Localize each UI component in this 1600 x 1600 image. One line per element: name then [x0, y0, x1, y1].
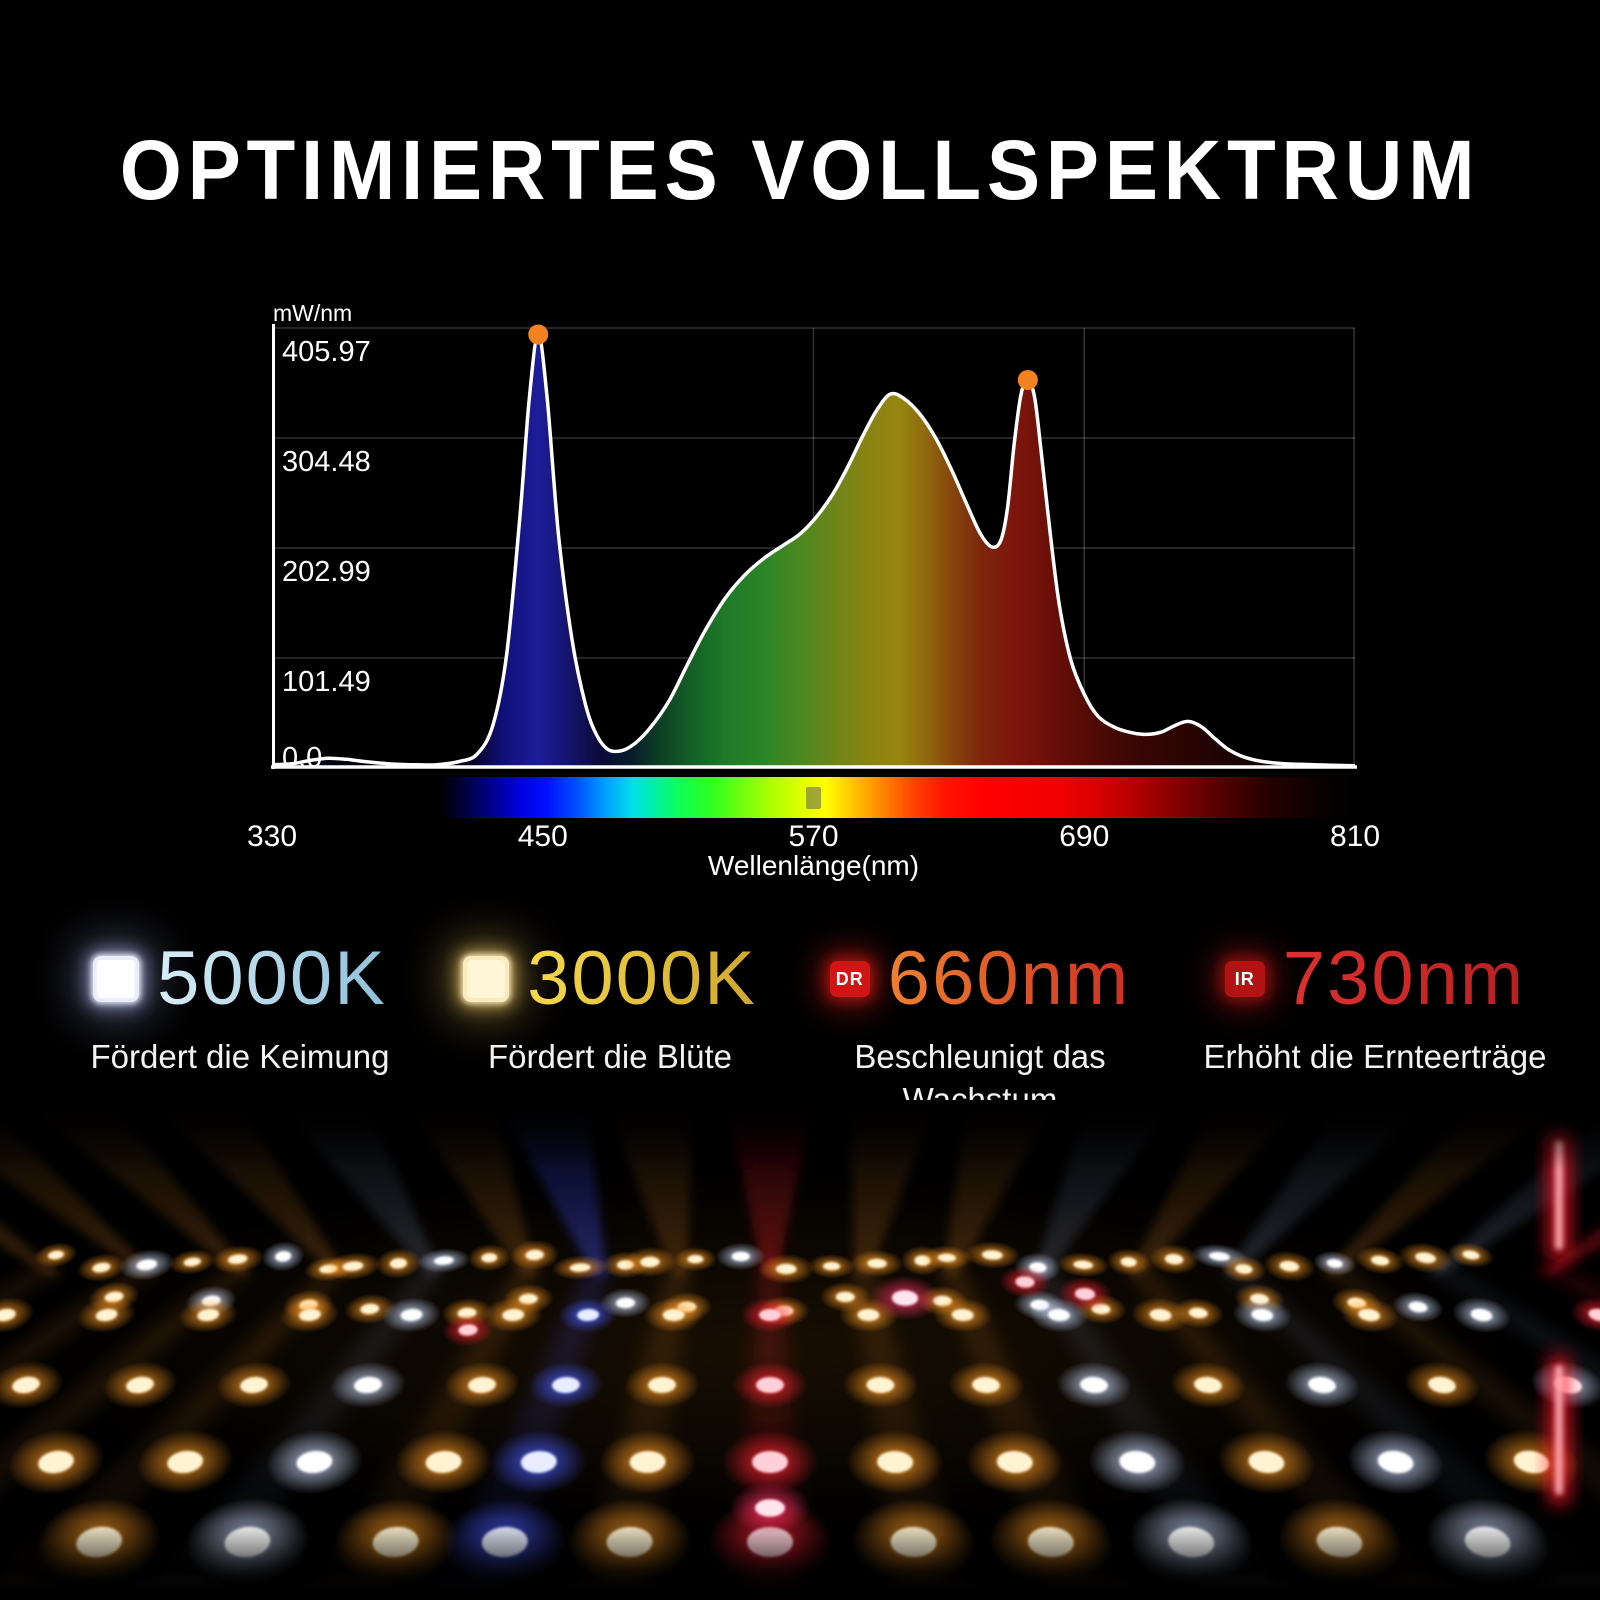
feature-3000k-caption: Fördert die Blüte: [440, 1036, 780, 1079]
feature-660nm: DR 660nm Beschleunigt das Wachstum: [820, 936, 1140, 1122]
spectrum-svg: [271, 324, 1357, 769]
x-tick-labels: 330 450 570 690 810: [247, 820, 1380, 860]
led-chip-5000k-icon: [93, 956, 140, 1002]
spectrum-chart: mW/nm 405.97 304.48 202.99 101.49 0.0 330 450…: [247, 300, 1380, 881]
feature-5000k-value: 5000K: [157, 936, 387, 1021]
x-tick-label: 810: [1329, 820, 1381, 853]
led-board-photo: [0, 1095, 1600, 1600]
feature-3000k: 3000K Fördert die Blüte: [440, 936, 780, 1079]
feature-3000k-head: 3000K: [440, 936, 780, 1022]
y-tick-label: 202.99: [282, 555, 371, 588]
x-tick-label: 450: [517, 820, 568, 853]
feature-660nm-head: DR 660nm: [820, 936, 1140, 1022]
x-axis-title: Wellenlänge(nm): [707, 850, 920, 881]
feature-5000k-head: 5000K: [70, 936, 410, 1022]
caption-line: Beschleunigt das: [854, 1038, 1106, 1075]
x-tick-label: 570: [788, 820, 839, 853]
x-tick-label: 690: [1059, 820, 1110, 853]
caption-line: Fördert die Keimung: [90, 1038, 390, 1075]
feature-730nm-value: 730nm: [1282, 936, 1526, 1021]
feature-660nm-value: 660nm: [887, 936, 1131, 1021]
led-chip-3000k-icon: [463, 956, 510, 1002]
feature-5000k: 5000K Fördert die Keimung: [70, 936, 410, 1079]
y-axis-title: mW/nm: [273, 300, 353, 326]
feature-730nm: IR 730nm Erhöht die Ernteerträge: [1180, 936, 1570, 1079]
title-row: OPTIMIERTES VOLLSPEKTRUM: [0, 122, 1600, 219]
y-tick-label: 101.49: [282, 666, 371, 698]
y-tick-label: 304.48: [282, 445, 371, 478]
dr-badge-icon: DR: [829, 961, 870, 997]
page-title: OPTIMIERTES VOLLSPEKTRUM: [119, 123, 1481, 217]
spectrum-fill: [272, 334, 1355, 768]
feature-730nm-head: IR 730nm: [1180, 936, 1570, 1022]
peak-markers: [528, 324, 1038, 390]
plot-area: 405.97 304.48 202.99 101.49 0.0: [271, 324, 1357, 774]
y-tick-label: 405.97: [282, 336, 371, 368]
feature-3000k-value: 3000K: [527, 936, 757, 1021]
ir-badge-icon: IR: [1224, 961, 1265, 997]
caption-line: Fördert die Blüte: [488, 1038, 732, 1075]
feature-730nm-caption: Erhöht die Ernteerträge: [1180, 1036, 1570, 1079]
x-tick-label: 330: [246, 820, 298, 853]
spectrum-curve: [271, 332, 1356, 768]
caption-line: Erhöht die Ernteerträge: [1203, 1038, 1547, 1075]
y-tick-label: 0.0: [282, 742, 323, 774]
watermark-square: [806, 787, 821, 809]
axes: [271, 324, 1357, 769]
feature-5000k-caption: Fördert die Keimung: [70, 1036, 410, 1079]
led-photo-svg: [0, 1095, 1600, 1600]
